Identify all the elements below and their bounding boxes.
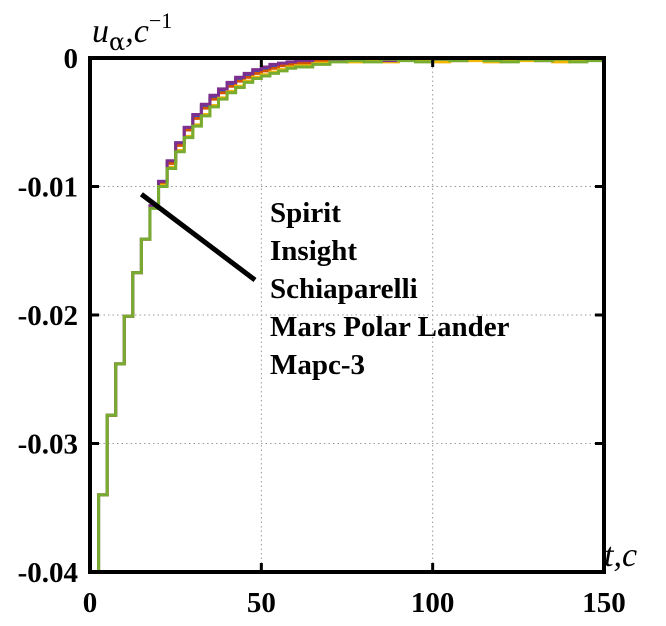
- x-tick-label: 50: [247, 587, 276, 619]
- annotation-leader-line: [139, 192, 257, 282]
- y-tick-label: -0.04: [18, 557, 78, 589]
- ticks: [88, 56, 606, 574]
- tick-labels: 0 50 100 150 0 -0.01 -0.02 -0.03 -0.04: [18, 43, 626, 619]
- legend-entry: Schiaparelli: [270, 273, 418, 305]
- x-tick-label: 0: [83, 587, 98, 619]
- x-tick-label: 150: [582, 587, 626, 619]
- y-axis-label: uα,c−1: [92, 8, 172, 56]
- x-axis-label: t,c: [604, 537, 637, 574]
- legend: Spirit Insight Schiaparelli Mars Polar Land…: [270, 197, 510, 381]
- y-tick-label: -0.01: [18, 172, 78, 204]
- y-tick-label: -0.03: [18, 429, 78, 461]
- y-tick-label: -0.02: [18, 300, 78, 332]
- x-tick-label: 100: [411, 587, 455, 619]
- legend-entry: Mars Polar Lander: [270, 311, 510, 343]
- y-tick-label: 0: [64, 43, 79, 75]
- grid: [90, 58, 604, 572]
- series-line: [90, 56, 604, 572]
- legend-entry: Марс-3: [270, 349, 365, 381]
- legend-entry: Spirit: [270, 197, 341, 229]
- legend-entry: Insight: [270, 235, 357, 267]
